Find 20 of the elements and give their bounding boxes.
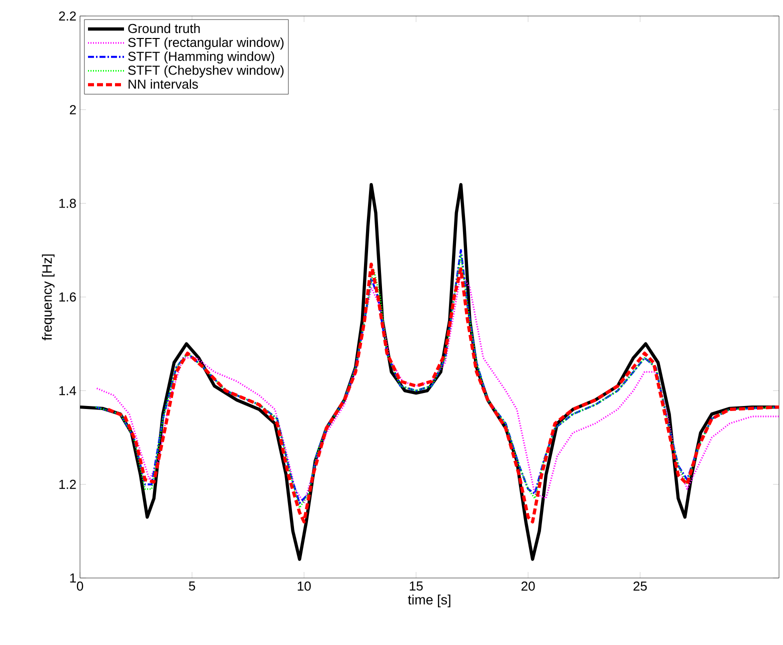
legend-label: STFT (rectangular window) [128, 37, 284, 50]
legend-label: NN intervals [128, 79, 198, 89]
x-tick-label: 15 [410, 582, 423, 591]
x-tick-label: 0 [76, 582, 84, 591]
legend-label: STFT (Chebyshev window) [128, 65, 284, 78]
x-tick-label: 20 [522, 582, 535, 591]
y-tick-label: 1.2 [59, 480, 76, 489]
y-tick-label: 1.8 [59, 198, 76, 208]
x-tick-label: 25 [634, 582, 647, 591]
x-axis-title: time [s] [408, 594, 450, 608]
y-tick-label: 1 [70, 574, 76, 582]
x-tick-label: 5 [188, 582, 196, 591]
legend-label: Ground truth [128, 24, 200, 34]
y-tick-label: 1.4 [59, 386, 76, 396]
y-tick-label: 2 [70, 105, 76, 114]
y-tick-label: 1.6 [59, 292, 76, 302]
x-tick-label: 10 [298, 582, 311, 591]
y-tick-label: 2.2 [59, 11, 76, 21]
legend-label: STFT (Hamming window) [128, 51, 274, 64]
y-axis-title: frequency [Hz] [42, 254, 55, 340]
